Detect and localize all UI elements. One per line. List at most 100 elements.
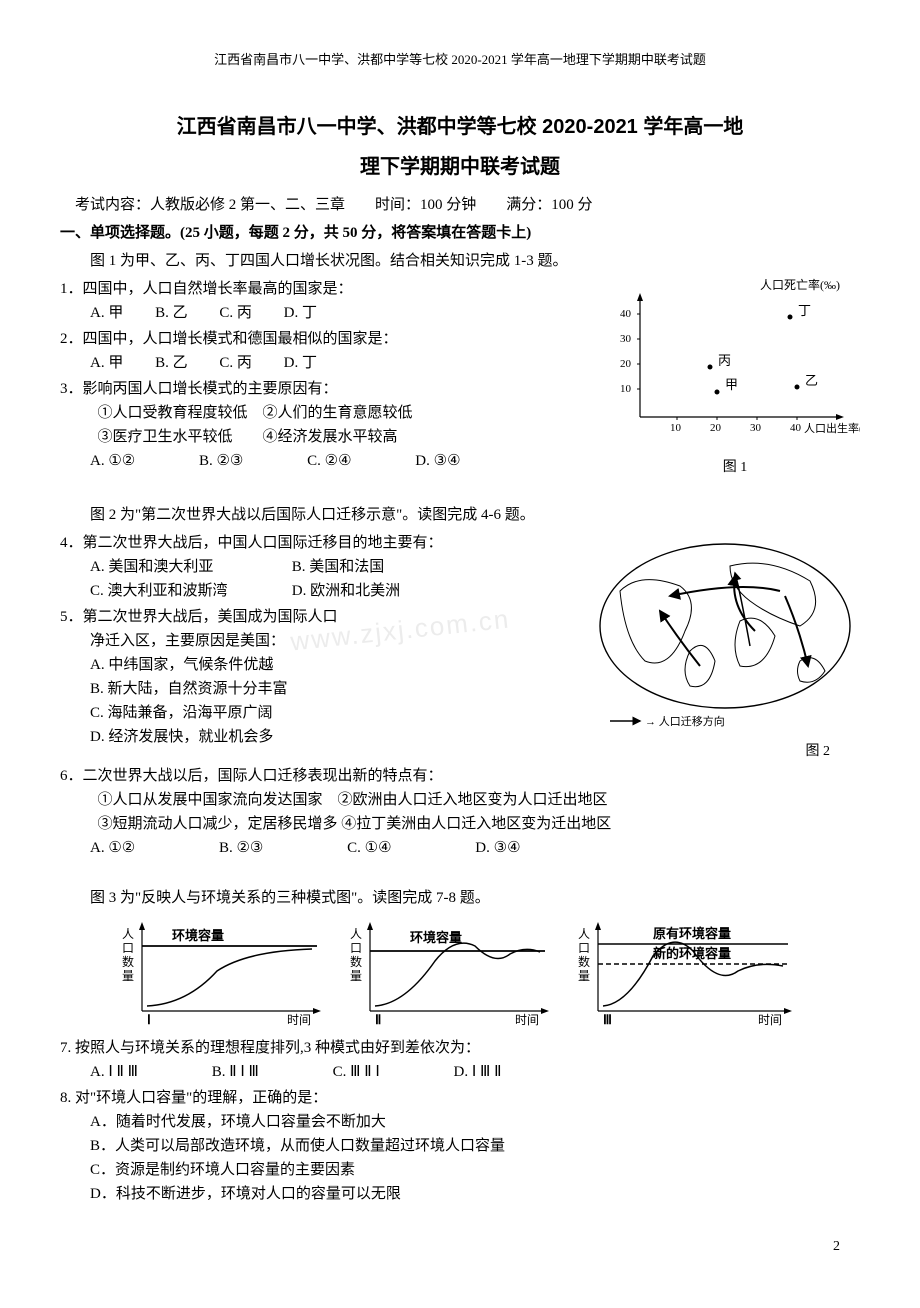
map-svg: → 人口迁移方向 [590,531,860,731]
q2-opt-a: A. 甲 [90,351,123,375]
q6-item1: ①人口从发展中国家流向发达国家 ②欧洲由人口迁入地区变为人口迁出地区 [60,788,860,812]
figure-1: 人口死亡率(‰) 10 20 30 40 10 20 30 40 人口出生率(‰… [610,277,860,479]
intro-q4-6: 图 2 为"第二次世界大战以后国际人口迁移示意"。读图完成 4-6 题。 [60,503,860,527]
page-number: 2 [60,1236,860,1258]
fig1-xt-40: 40 [790,422,802,434]
q5-opt-b: B. 新大陆，自然资源十分丰富 [90,677,580,701]
fig1-xlabel: 人口出生率(‰) [804,421,860,435]
q8-opt-c: C．资源是制约环境人口容量的主要因素 [90,1158,860,1182]
figure-2-caption: 图 2 [590,741,860,763]
figure-1-caption: 图 1 [610,457,860,479]
svg-text:口: 口 [578,941,590,955]
figure-2: → 人口迁移方向 图 2 [590,531,860,763]
q4-opt-a: A. 美国和澳大利亚 [90,555,260,579]
question-3: 3．影响丙国人口增长模式的主要原因有： ①人口受教育程度较低 ②人们的生育意愿较… [60,377,600,473]
svg-text:量: 量 [122,969,134,983]
q7-stem: 7. 按照人与环境关系的理想程度排列,3 种模式由好到差依次为： [60,1036,860,1060]
exam-title-line1: 江西省南昌市八一中学、洪都中学等七校 2020-2021 学年高一地 [60,111,860,143]
intro-q1-3: 图 1 为甲、乙、丙、丁四国人口增长状况图。结合相关知识完成 1-3 题。 [60,249,860,273]
chart-1-svg: 人口死亡率(‰) 10 20 30 40 10 20 30 40 人口出生率(‰… [610,277,860,447]
q6-item2: ③短期流动人口减少，定居移民增多 ④拉丁美洲由人口迁入地区变为迁出地区 [60,812,860,836]
q5-opt-c: C. 海陆兼备，沿海平原广阔 [90,701,580,725]
q4-opt-c: C. 澳大利亚和波斯湾 [90,579,260,603]
q6-opt-a: A. ①② [90,836,135,860]
q8-opt-a: A．随着时代发展，环境人口容量会不断加大 [90,1110,860,1134]
q3-stem: 3．影响丙国人口增长模式的主要原因有： [60,377,600,401]
q7-opt-b: B. Ⅱ Ⅰ Ⅲ [212,1060,259,1084]
q7-opt-a: A. Ⅰ Ⅱ Ⅲ [90,1060,138,1084]
q1-opt-c: C. 丙 [219,301,252,325]
q5-stem: 5．第二次世界大战后，美国成为国际人口 [60,605,580,629]
fig2-legend: → 人口迁移方向 [645,714,725,728]
fig1-pt-bing: 丙 [718,353,731,368]
q1-opt-a: A. 甲 [90,301,123,325]
q8-stem: 8. 对"环境人口容量"的理解，正确的是： [60,1086,860,1110]
q3-item1: ①人口受教育程度较低 ②人们的生育意愿较低 [60,401,600,425]
f3p1-xl: 时间 [287,1013,311,1026]
q8-opt-b: B．人类可以局部改造环境，从而使人口数量超过环境人口容量 [90,1134,860,1158]
fig1-xt-20: 20 [710,422,722,434]
fig1-yt-10: 10 [620,383,632,395]
q5-opt-a: A. 中纬国家，气候条件优越 [90,653,580,677]
f3p2-mark: Ⅱ [375,1012,381,1026]
f3p3-env2: 新的环境容量 [653,946,731,961]
intro-q7-8: 图 3 为"反映人与环境关系的三种模式图"。读图完成 7-8 题。 [60,886,860,910]
q2-opt-d: D. 丁 [284,351,317,375]
f3p1-mark: Ⅰ [147,1012,151,1026]
fig1-yt-20: 20 [620,358,632,370]
q3-opt-d: D. ③④ [415,449,460,473]
q4-opt-b: B. 美国和法国 [292,555,385,579]
question-1: 1．四国中，人口自然增长率最高的国家是： A. 甲 B. 乙 C. 丙 D. 丁 [60,277,600,325]
q2-opt-b: B. 乙 [155,351,188,375]
f3p3-env1: 原有环境容量 [653,926,731,941]
q2-opt-c: C. 丙 [219,351,252,375]
q1-stem: 1．四国中，人口自然增长率最高的国家是： [60,277,600,301]
q6-stem: 6．二次世界大战以后，国际人口迁移表现出新的特点有： [60,764,860,788]
f3p3-xl: 时间 [758,1013,782,1026]
svg-text:数: 数 [350,954,362,969]
fig1-yt-30: 30 [620,333,632,345]
svg-text:量: 量 [350,969,362,983]
running-header: 江西省南昌市八一中学、洪都中学等七校 2020-2021 学年高一地理下学期期中… [60,50,860,71]
f3p2-xl: 时间 [515,1013,539,1026]
q6-opt-b: B. ②③ [219,836,263,860]
f3p1-yl1: 人 [122,927,134,941]
fig1-xt-10: 10 [670,422,682,434]
q3-item2: ③医疗卫生水平较低 ④经济发展水平较高 [60,425,600,449]
q7-opt-c: C. Ⅲ Ⅱ Ⅰ [333,1060,380,1084]
q1-opt-d: D. 丁 [284,301,317,325]
svg-text:口: 口 [122,941,134,955]
question-6: 6．二次世界大战以后，国际人口迁移表现出新的特点有： ①人口从发展中国家流向发达… [60,764,860,860]
q1-opt-b: B. 乙 [155,301,188,325]
q3-opt-b: B. ②③ [199,449,243,473]
fig1-pt-ding: 丁 [798,303,811,318]
question-5: 5．第二次世界大战后，美国成为国际人口 净迁入区，主要原因是美国： A. 中纬国… [60,605,580,749]
q6-opt-d: D. ③④ [475,836,520,860]
q6-opt-c: C. ①④ [347,836,391,860]
fig3-panel-2: 人口数量 时间 环境容量 Ⅱ [345,916,555,1026]
f3p1-env: 环境容量 [172,928,224,943]
q5-stem2: 净迁入区，主要原因是美国： [60,629,580,653]
fig1-xt-30: 30 [750,422,762,434]
f3p2-env: 环境容量 [410,930,462,945]
svg-text:数: 数 [122,954,134,969]
svg-text:数: 数 [578,954,590,969]
svg-text:量: 量 [578,969,590,983]
q8-opt-d: D．科技不断进步，环境对人口的容量可以无限 [90,1182,860,1206]
exam-info: 考试内容：人教版必修 2 第一、二、三章 时间：100 分钟 满分：100 分 [60,193,860,217]
svg-text:人: 人 [578,927,590,941]
q4-stem: 4．第二次世界大战后，中国人口国际迁移目的地主要有： [60,531,580,555]
fig3-panel-3: 人口数量 时间 原有环境容量 新的环境容量 Ⅲ [573,916,803,1026]
question-2: 2．四国中，人口增长模式和德国最相似的国家是： A. 甲 B. 乙 C. 丙 D… [60,327,600,375]
q4-opt-d: D. 欧洲和北美洲 [292,579,400,603]
svg-text:人: 人 [350,927,362,941]
fig3-panel-1: 人 口 数 量 时间 环境容量 Ⅰ [117,916,327,1026]
q3-opt-a: A. ①② [90,449,135,473]
fig1-yt-40: 40 [620,308,632,320]
exam-title-line2: 理下学期期中联考试题 [60,151,860,183]
q3-opt-c: C. ②④ [307,449,351,473]
svg-text:口: 口 [350,941,362,955]
fig1-pt-yi: 乙 [805,373,818,388]
q2-stem: 2．四国中，人口增长模式和德国最相似的国家是： [60,327,600,351]
f3p3-mark: Ⅲ [603,1012,612,1026]
